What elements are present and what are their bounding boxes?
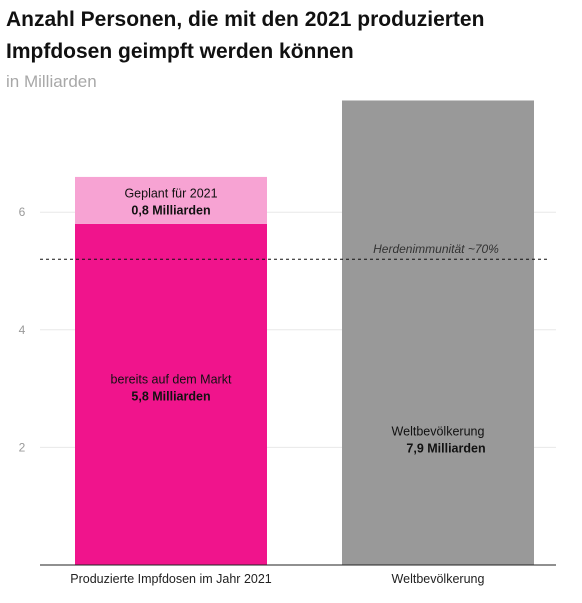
segment-value-label: 0,8 Milliarden	[131, 203, 210, 217]
reference-line-label: Herdenimmunität ~70%	[373, 242, 499, 256]
segment-value-label: 5,8 Milliarden	[131, 390, 210, 404]
segment-value-label: 7,9 Milliarden	[406, 442, 485, 456]
x-category-label: Produzierte Impfdosen im Jahr 2021	[70, 572, 272, 586]
y-tick-label: 2	[19, 440, 26, 454]
chart-title: Anzahl Personen, die mit den 2021 produz…	[6, 8, 485, 63]
bar-segment	[75, 223, 267, 565]
y-tick-label: 6	[19, 205, 26, 219]
chart-subtitle: in Milliarden	[6, 72, 97, 91]
segment-label: Weltbevölkerung	[392, 425, 485, 439]
segment-label: Geplant für 2021	[124, 186, 217, 200]
bar-segment	[75, 176, 267, 224]
x-category-label: Weltbevölkerung	[392, 572, 485, 586]
segment-label: bereits auf dem Markt	[111, 373, 232, 387]
bar-segment	[342, 100, 534, 565]
y-tick-label: 4	[19, 323, 26, 337]
